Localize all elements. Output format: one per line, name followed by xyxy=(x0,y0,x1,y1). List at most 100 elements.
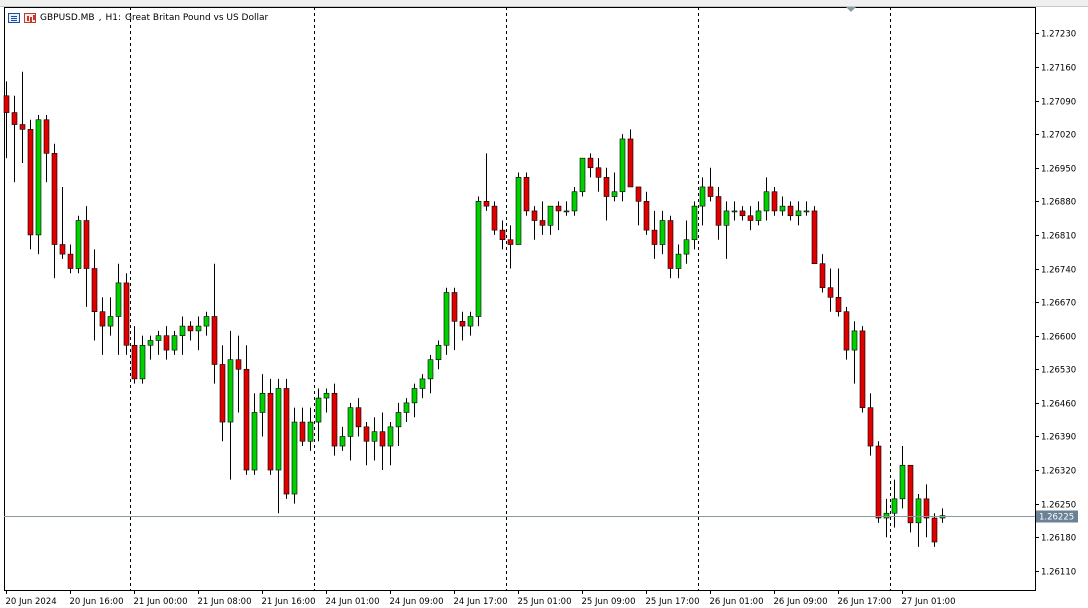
bear-candle-body xyxy=(123,282,130,346)
bull-candle-body xyxy=(139,344,146,380)
y-tick-label: 1.26110 xyxy=(1041,568,1076,578)
x-tick-label: 20 Jun 16:00 xyxy=(70,597,124,607)
candle xyxy=(371,417,378,461)
candle xyxy=(331,383,338,456)
candle xyxy=(699,177,706,226)
bull-candle-body xyxy=(443,292,450,346)
candle xyxy=(163,326,170,360)
chart-type-icon[interactable] xyxy=(24,13,36,23)
candle xyxy=(19,71,26,163)
candle xyxy=(51,143,58,279)
bull-candle-body xyxy=(395,412,402,428)
candle xyxy=(243,345,250,475)
candle xyxy=(683,220,690,264)
candle xyxy=(307,407,314,451)
candle xyxy=(667,215,674,279)
candle xyxy=(643,191,650,235)
bear-candle-body xyxy=(19,124,26,130)
candle xyxy=(67,244,74,274)
bull-candle-body xyxy=(891,498,898,514)
x-tick-label: 24 Jun 09:00 xyxy=(390,597,444,607)
bull-candle-body xyxy=(779,205,786,212)
bear-candle-body xyxy=(643,201,650,231)
candle xyxy=(731,201,738,221)
y-tick-label: 1.26810 xyxy=(1041,232,1076,242)
bear-candle-body xyxy=(843,311,850,351)
candle xyxy=(283,378,290,499)
x-tick-label: 25 Jun 09:00 xyxy=(582,597,636,607)
candle xyxy=(379,412,386,471)
candle xyxy=(907,464,914,533)
candle xyxy=(35,114,42,255)
candle xyxy=(803,201,810,216)
bear-candle-body xyxy=(859,330,866,408)
bear-candle-body xyxy=(67,253,74,269)
bear-candle-body xyxy=(507,239,514,245)
bear-candle-body xyxy=(187,325,194,332)
bear-candle-body xyxy=(739,210,746,217)
bear-candle-body xyxy=(715,196,722,226)
candle xyxy=(203,311,210,336)
bull-candle-body xyxy=(883,512,890,519)
bull-candle-body xyxy=(339,436,346,447)
candle xyxy=(691,201,698,250)
candle xyxy=(443,287,450,355)
candle xyxy=(939,508,946,523)
bull-candle-body xyxy=(675,253,682,269)
bull-candle-body xyxy=(195,325,202,332)
top-toolbar-strip xyxy=(0,0,1088,7)
candle xyxy=(27,119,34,250)
market-watch-icon[interactable] xyxy=(8,13,20,23)
bull-candle-body xyxy=(619,138,626,193)
bear-candle-body xyxy=(59,244,66,255)
bear-candle-body xyxy=(219,364,226,423)
candle xyxy=(875,441,882,523)
y-tick-label: 1.27090 xyxy=(1041,98,1076,108)
chart-shift-marker xyxy=(846,7,856,12)
candle xyxy=(659,210,666,255)
bear-candle-body xyxy=(627,138,634,188)
bear-candle-body xyxy=(835,297,842,312)
x-tick-label: 26 Jun 09:00 xyxy=(774,597,828,607)
bull-candle-body xyxy=(571,191,578,212)
bull-candle-body xyxy=(411,388,418,404)
x-tick-label: 20 Jun 2024 xyxy=(6,597,57,607)
bull-candle-body xyxy=(515,177,522,245)
bull-candle-body xyxy=(763,191,770,212)
bear-candle-body xyxy=(931,517,938,543)
bull-candle-body xyxy=(851,330,858,351)
bear-candle-body xyxy=(531,210,538,221)
candle xyxy=(355,398,362,437)
symbol-name: GBPUSD.MB xyxy=(40,13,95,23)
bear-candle-body xyxy=(491,205,498,231)
candle xyxy=(395,402,402,447)
bull-candle-body xyxy=(915,498,922,524)
x-tick-label: 25 Jun 01:00 xyxy=(518,597,572,607)
bear-candle-body xyxy=(99,311,106,327)
bull-candle-body xyxy=(155,335,162,341)
y-tick-label: 1.26600 xyxy=(1041,333,1076,343)
bear-candle-body xyxy=(523,177,530,212)
candle xyxy=(835,268,842,317)
candle xyxy=(155,330,162,355)
bear-candle-body xyxy=(235,359,242,370)
y-tick-label: 1.26670 xyxy=(1041,299,1076,309)
candle xyxy=(539,201,546,235)
chart-title: GBPUSD.MB, H1: Great Britan Pound vs US … xyxy=(8,10,268,26)
candle xyxy=(3,81,10,159)
bull-candle-body xyxy=(403,402,410,413)
candle xyxy=(411,383,418,418)
bear-candle-body xyxy=(51,153,58,245)
candle xyxy=(627,129,634,188)
bear-candle-body xyxy=(451,292,458,322)
bear-candle-body xyxy=(379,431,386,447)
bull-candle-body xyxy=(795,210,802,217)
candle xyxy=(419,374,426,399)
bull-candle-body xyxy=(475,201,482,317)
candle xyxy=(547,205,554,235)
candle xyxy=(779,196,786,216)
bear-candle-body xyxy=(867,407,874,447)
bull-candle-body xyxy=(291,421,298,495)
bull-candle-body xyxy=(691,205,698,241)
